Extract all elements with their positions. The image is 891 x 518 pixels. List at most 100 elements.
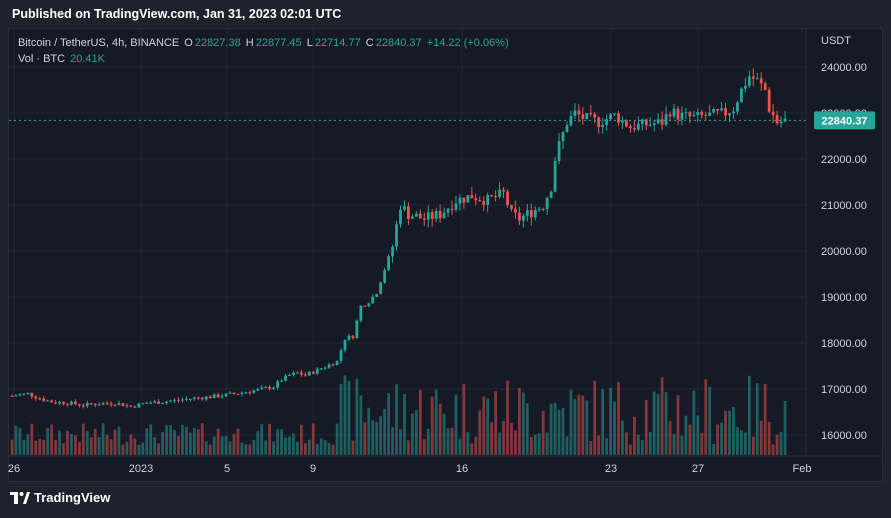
volume-bar: [121, 444, 125, 455]
volume-bar: [18, 427, 22, 455]
volume-bar: [589, 440, 593, 455]
candle-body: [573, 110, 577, 116]
candle-body: [629, 126, 632, 129]
price-axis: 16000.00 17000.00 18000.00 19000.00 20000.00…: [821, 35, 867, 442]
candle-body: [208, 396, 212, 399]
volume-bar: [672, 434, 676, 455]
volume-bar: [605, 438, 609, 455]
volume-bar: [196, 429, 200, 455]
candle-body: [311, 371, 315, 374]
volume-bar: [81, 423, 85, 455]
candle-body: [609, 114, 612, 120]
volume-bar: [145, 428, 149, 455]
candle-body: [549, 191, 553, 198]
volume-bar: [347, 381, 351, 455]
candle-body: [403, 206, 406, 210]
candle-body: [676, 108, 680, 120]
candle-body: [434, 210, 438, 219]
y-tick-label: 20000.00: [821, 246, 867, 258]
candle-body: [359, 305, 363, 321]
volume-bar: [89, 437, 93, 455]
x-tick-label: 27: [692, 463, 704, 475]
volume-bar: [311, 423, 315, 455]
candle-body: [506, 191, 509, 206]
candle-body: [529, 210, 533, 218]
candle-body: [747, 76, 751, 86]
volume-bar: [141, 442, 145, 455]
candle-body: [518, 212, 521, 221]
candle-body: [692, 115, 696, 117]
candle-body: [169, 400, 172, 402]
candle-body: [66, 404, 69, 406]
volume-bar: [474, 436, 478, 455]
footer-brand[interactable]: TradingView: [10, 490, 110, 505]
volume-value: 20.41K: [70, 53, 106, 65]
candle-body: [470, 195, 474, 199]
candle-body: [724, 108, 727, 116]
candle-body: [292, 372, 295, 375]
candle-body: [632, 128, 636, 130]
candle-body: [216, 394, 220, 398]
change-value: +14.22 (+0.06%): [426, 37, 509, 49]
volume-bar: [545, 432, 549, 455]
volume-bar: [696, 415, 700, 455]
volume-bar: [220, 436, 224, 455]
volume-bar: [303, 443, 307, 455]
candle-body: [521, 215, 525, 221]
volume-bar: [569, 389, 573, 455]
candle-body: [137, 403, 141, 408]
candle-body: [129, 405, 133, 407]
candle-body: [779, 121, 783, 124]
volume-bar: [355, 378, 359, 455]
volume-bar: [462, 384, 466, 455]
volume-bar: [561, 407, 565, 455]
volume-bar: [244, 444, 248, 455]
candle-body: [621, 120, 624, 123]
volume-bar: [656, 393, 660, 455]
last-price-badge: [814, 111, 875, 130]
volume-bar: [208, 444, 212, 455]
volume-bar: [173, 430, 176, 455]
volume-bar: [708, 386, 712, 455]
candle-body: [303, 374, 307, 376]
candle-body: [109, 403, 113, 405]
candlesticks: [10, 68, 787, 409]
x-tick-label: 16: [456, 463, 468, 475]
volume-bar: [426, 428, 430, 455]
volume-bar: [343, 375, 347, 455]
candle-body: [272, 387, 276, 390]
candle-body: [204, 396, 208, 400]
volume-bar: [359, 395, 363, 455]
volume-bar: [399, 429, 402, 455]
candle-body: [181, 399, 184, 401]
volume-bar: [200, 423, 204, 455]
volume-bar: [331, 444, 335, 455]
volume-bar: [323, 440, 327, 455]
candle-body: [775, 115, 779, 124]
chart-legend: Bitcoin / TetherUS, 4h, BINANCE O 22827.3…: [18, 35, 511, 67]
volume-bar: [593, 380, 597, 455]
candle-body: [565, 125, 569, 133]
volume-bar: [422, 439, 426, 455]
volume-bar: [553, 402, 557, 455]
time-axis: 26 2023 5 9 16 23 27 Feb: [8, 463, 812, 475]
volume-bar: [668, 421, 672, 455]
volume-bar: [216, 428, 220, 455]
volume-bar: [565, 436, 569, 455]
volume-bar: [573, 398, 577, 455]
volume-bar: [42, 439, 46, 455]
volume-bar: [414, 410, 418, 455]
candle-body: [740, 88, 743, 103]
candle-body: [165, 401, 168, 404]
volume-bar: [161, 431, 165, 455]
low-label: L: [306, 37, 313, 49]
candle-body: [347, 335, 351, 340]
candle-body: [117, 403, 121, 405]
candle-body: [299, 372, 303, 375]
candle-body: [743, 85, 747, 89]
volume-bar: [454, 394, 458, 455]
chart-grid: [9, 29, 883, 457]
candle-body: [363, 305, 367, 307]
candle-body: [577, 110, 581, 115]
